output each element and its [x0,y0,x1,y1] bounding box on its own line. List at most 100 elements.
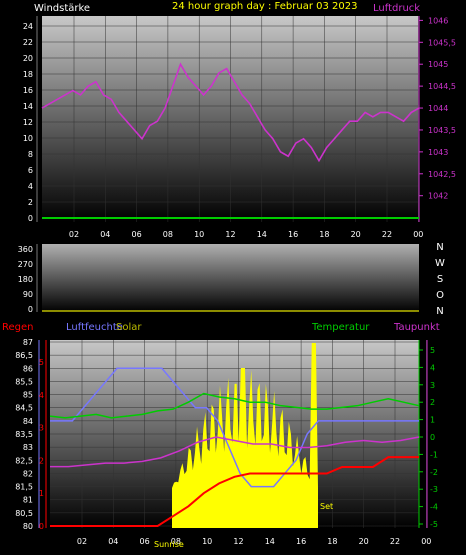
solar-series-area [172,343,318,528]
wind-tick-label: 24 [23,22,33,31]
wind-tick-label: 6 [28,166,33,175]
humidity-tick-label: 81,5 [15,483,33,492]
wind-tick-label: 16 [23,86,33,95]
humidity-tick-label: 84,5 [15,404,33,413]
direction-label: O [436,290,444,301]
pressure-series-line [41,62,420,163]
temperature-legend: Temperatur [311,322,370,333]
rain-tick-label: 0 [39,522,44,531]
humidity-tick-label: 86 [23,364,33,373]
rain-tick-label: 5 [39,358,44,367]
wind-tick-label: 0 [28,214,33,223]
temperature-tick-label: 4 [430,363,435,372]
pressure-tick-label: 1043 [428,148,448,157]
temperature-tick-label: 0 [430,433,435,442]
x-tick-label: 22 [382,230,392,239]
temperature-tick-label: -2 [430,468,438,477]
wind-tick-label: 4 [28,182,33,191]
wind-tick-label: 20 [23,54,33,63]
pressure-tick-label: 1044 [428,104,448,113]
temperature-tick-label: -3 [430,485,438,494]
wind-tick-label: 2 [28,198,33,207]
rain-tick-label: 3 [39,424,44,433]
dewpoint-series-line [50,436,420,468]
humidity-tick-label: 80 [23,522,33,531]
x-tick-label: 00 [421,537,431,546]
x-tick-label: 18 [327,537,337,546]
x-tick-label: 12 [233,537,243,546]
temperature-tick-label: -5 [430,520,438,529]
x-tick-label: 12 [225,230,235,239]
wind-tick-label: 22 [23,38,33,47]
direction-label: W [435,258,445,269]
sunrise-label: Sunrise [154,540,184,549]
rain-tick-label: 4 [39,391,44,400]
x-tick-label: 04 [108,537,118,546]
humidity-tick-label: 85,5 [15,377,33,386]
wind-tick-label: 12 [23,118,33,127]
wind-tick-label: 8 [28,150,33,159]
temperature-tick-label: -4 [430,503,438,512]
rain-series-line [50,456,419,527]
direction-tick-label: 270 [18,260,33,269]
pressure-tick-label: 1044,5 [428,82,456,91]
dewpoint-legend: Taupunkt [393,322,440,333]
pressure-tick-label: 1043,5 [428,126,456,135]
humidity-tick-label: 81 [23,496,33,505]
x-tick-label: 18 [319,230,329,239]
humidity-tick-label: 82 [23,469,33,478]
temperature-tick-label: 5 [430,346,435,355]
x-tick-label: 22 [390,537,400,546]
x-tick-label: 00 [413,230,423,239]
direction-label: S [437,274,443,285]
x-tick-label: 10 [194,230,204,239]
temperature-tick-label: 1 [430,416,435,425]
pressure-tick-label: 1042 [428,192,448,201]
humidity-tick-label: 84 [23,417,33,426]
x-tick-label: 14 [265,537,275,546]
x-tick-label: 08 [171,537,181,546]
rain-tick-label: 1 [39,489,44,498]
humidity-series-line [50,367,419,488]
wind-tick-label: 14 [23,102,33,111]
direction-tick-label: 0 [28,305,33,314]
direction-tick-label: 360 [18,245,33,254]
humidity-tick-label: 87 [23,338,33,347]
pressure-tick-label: 1046 [428,16,448,25]
humidity-tick-label: 85 [23,391,33,400]
panel-wind-direction [42,244,419,312]
sunset-label: Set [320,502,333,511]
pressure-tick-label: 1045,5 [428,38,456,47]
x-tick-label: 16 [288,230,298,239]
pressure-tick-label: 1045 [428,60,448,69]
x-tick-label: 04 [100,230,110,239]
wind-axis-title: Windstärke [34,3,90,14]
x-tick-label: 02 [69,230,79,239]
humidity-tick-label: 86,5 [15,351,33,360]
rain-tick-label: 2 [39,456,44,465]
x-tick-label: 08 [163,230,173,239]
direction-tick-label: 180 [18,275,33,284]
x-tick-label: 06 [132,230,142,239]
temperature-tick-label: 3 [430,381,435,390]
x-tick-label: 16 [296,537,306,546]
wind-tick-label: 10 [23,134,33,143]
humidity-tick-label: 80,5 [15,509,33,518]
direction-label: N [436,242,443,253]
x-tick-label: 14 [257,230,267,239]
x-tick-label: 06 [140,537,150,546]
humidity-tick-label: 82,5 [15,456,33,465]
pressure-axis-title: Luftdruck [373,3,420,14]
x-tick-label: 10 [202,537,212,546]
humidity-tick-label: 83 [23,443,33,452]
temperature-tick-label: 2 [430,398,435,407]
temperature-tick-label: -1 [430,450,438,459]
temperature-series-line [49,392,420,419]
humidity-legend: Luftfeuchte [66,322,123,333]
direction-label: N [436,306,443,317]
x-tick-label: 20 [359,537,369,546]
direction-tick-label: 90 [23,290,33,299]
pressure-tick-label: 1042,5 [428,170,456,179]
x-tick-label: 02 [77,537,87,546]
